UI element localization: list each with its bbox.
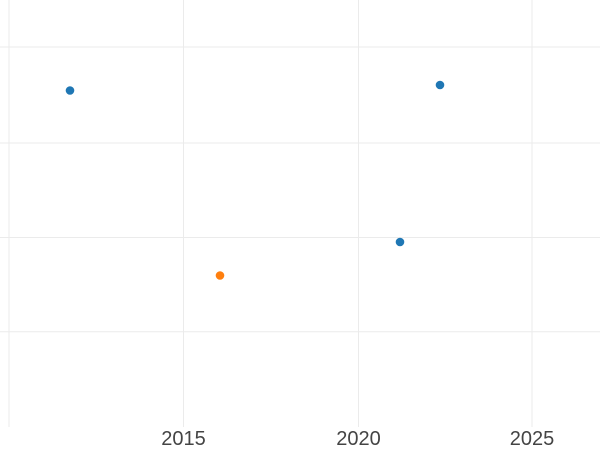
- svg-text:2015: 2015: [161, 428, 206, 450]
- svg-text:2025: 2025: [510, 428, 555, 450]
- svg-text:2020: 2020: [336, 428, 381, 450]
